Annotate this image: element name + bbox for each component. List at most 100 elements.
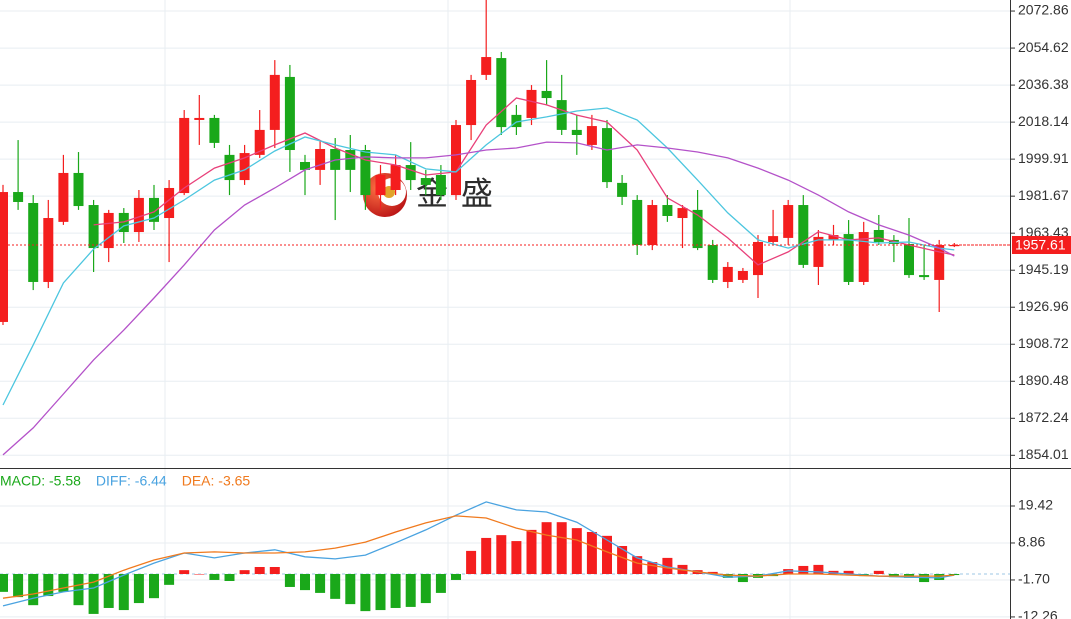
macd-bar bbox=[662, 557, 673, 575]
macd-bar bbox=[526, 529, 537, 575]
candle-body bbox=[692, 209, 703, 249]
y-tick-label: 1890.48 bbox=[1018, 372, 1069, 388]
macd-panel bbox=[0, 501, 1010, 614]
macd-bar bbox=[194, 574, 205, 575]
candle-body bbox=[13, 192, 24, 202]
macd-bar bbox=[28, 574, 39, 606]
candle-body bbox=[375, 174, 386, 196]
candle-body bbox=[737, 271, 748, 280]
candle-body bbox=[420, 178, 431, 185]
y-tick-label: 1945.19 bbox=[1018, 261, 1069, 277]
candle-body bbox=[43, 218, 54, 282]
candle-body bbox=[466, 79, 477, 126]
y-tick-label: 2072.86 bbox=[1018, 2, 1069, 18]
candle-body bbox=[662, 205, 673, 216]
macd-bar bbox=[375, 574, 386, 611]
y-tick-label: -1.70 bbox=[1018, 571, 1050, 587]
candle-body bbox=[164, 187, 175, 219]
macd-bar bbox=[843, 570, 854, 575]
candle-body bbox=[149, 197, 159, 222]
macd-bar bbox=[541, 522, 552, 575]
candle-body bbox=[224, 154, 235, 181]
candle-body bbox=[934, 245, 945, 280]
macd-bar bbox=[737, 574, 748, 583]
candle-body bbox=[768, 236, 779, 242]
y-tick-label: 1963.43 bbox=[1018, 224, 1069, 240]
candle-body bbox=[783, 205, 794, 238]
candle-body bbox=[360, 150, 371, 196]
macd-bar bbox=[466, 550, 477, 575]
macd-bar bbox=[179, 570, 190, 575]
macd-bar bbox=[224, 574, 235, 582]
line bbox=[2, 141, 955, 456]
legend-label: DEA: -3.65 bbox=[182, 473, 251, 489]
macd-bar bbox=[13, 574, 24, 598]
macd-bar bbox=[284, 574, 295, 587]
candle-body bbox=[707, 245, 718, 280]
candle-body bbox=[496, 58, 507, 128]
candle-body bbox=[209, 117, 220, 143]
candle-body bbox=[28, 202, 39, 282]
macd-bar bbox=[300, 574, 310, 591]
candle-body bbox=[949, 244, 960, 247]
macd-bar bbox=[103, 574, 114, 608]
last-price-label: 1957.61 bbox=[1015, 237, 1066, 253]
candle-body bbox=[58, 172, 69, 222]
macd-bar bbox=[149, 574, 159, 599]
candle-body bbox=[873, 229, 884, 242]
macd-bar bbox=[586, 531, 597, 575]
candle-body bbox=[904, 244, 914, 276]
price-panel bbox=[0, 0, 1010, 456]
macd-bar bbox=[496, 535, 507, 575]
candle-body bbox=[73, 172, 84, 207]
macd-bar bbox=[405, 574, 416, 607]
macd-bar bbox=[43, 574, 54, 597]
macd-bar bbox=[481, 537, 492, 575]
y-tick-label: 1872.24 bbox=[1018, 409, 1069, 425]
y-tick-label: 1908.72 bbox=[1018, 335, 1069, 351]
macd-bar bbox=[360, 574, 371, 612]
macd-bar bbox=[617, 545, 628, 575]
macd-bar bbox=[269, 566, 280, 575]
macd-bar bbox=[164, 574, 175, 585]
macd-bar bbox=[0, 574, 8, 592]
candle-body bbox=[254, 129, 265, 155]
candle-body bbox=[390, 165, 401, 191]
candle-body bbox=[632, 199, 643, 246]
macd-legend: MACD: -5.58 DIFF: -6.44 DEA: -3.65 bbox=[0, 473, 250, 489]
candle-body bbox=[0, 192, 8, 322]
line bbox=[93, 97, 955, 266]
candle-body bbox=[481, 57, 492, 75]
line bbox=[2, 501, 955, 607]
candle-body bbox=[919, 275, 930, 278]
y-tick-label: 19.42 bbox=[1018, 497, 1053, 513]
macd-bar bbox=[435, 574, 446, 593]
candle-body bbox=[556, 100, 567, 130]
candle-body bbox=[858, 232, 869, 282]
macd-bar bbox=[571, 528, 582, 575]
macd-bar bbox=[420, 574, 431, 604]
macd-bar bbox=[949, 574, 960, 576]
axis-layer: 2072.86 2054.62 2036.38 2018.14 1999.91 1981.… bbox=[955, 2, 1071, 619]
macd-bar bbox=[239, 570, 250, 575]
macd-bar bbox=[632, 556, 643, 575]
macd-bar bbox=[133, 574, 144, 604]
candle-body bbox=[526, 89, 537, 118]
macd-bar bbox=[813, 564, 824, 575]
macd-bar bbox=[602, 535, 612, 575]
macd-bar bbox=[330, 574, 341, 599]
macd-bar bbox=[647, 562, 658, 575]
candle-body bbox=[753, 241, 763, 276]
candle-body bbox=[617, 182, 628, 197]
candle-body bbox=[194, 117, 205, 120]
y-tick-label: 2018.14 bbox=[1018, 113, 1069, 129]
candle-body bbox=[103, 212, 114, 249]
candle-body bbox=[586, 126, 597, 145]
last-price-box bbox=[1012, 235, 1071, 254]
candle-body bbox=[239, 153, 250, 181]
macd-bar bbox=[315, 574, 326, 593]
macd-bar bbox=[254, 566, 265, 575]
y-tick-label: 8.86 bbox=[1018, 534, 1045, 550]
legend-label: MACD: -5.58 bbox=[0, 473, 81, 489]
